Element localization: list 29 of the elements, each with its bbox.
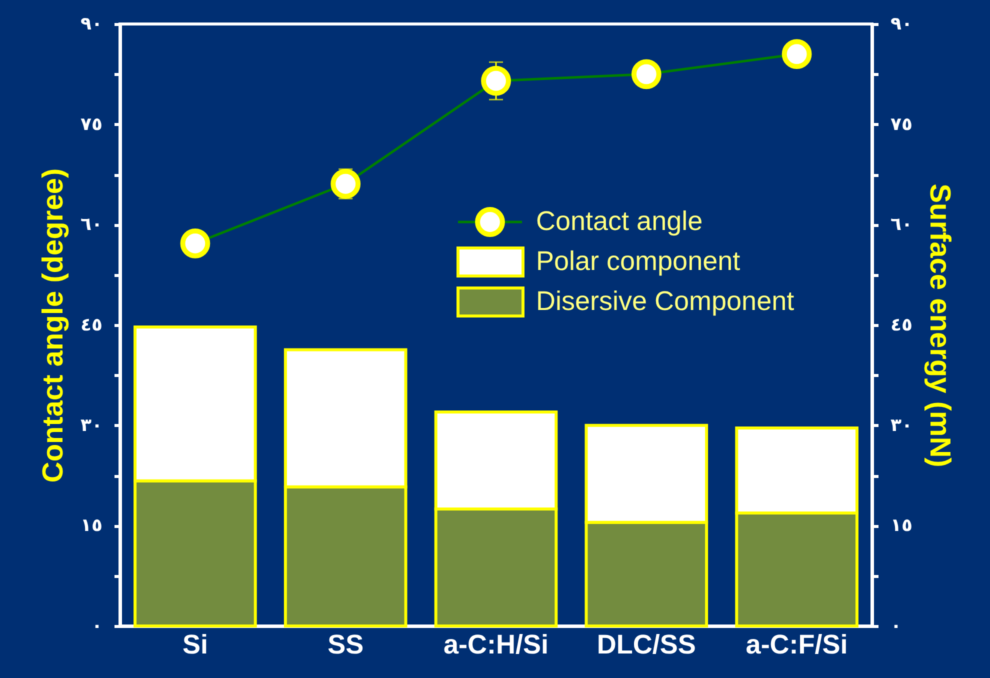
- y-tick-label: ٩٠: [80, 14, 102, 34]
- y2-tick-label: ٤٥: [890, 314, 912, 336]
- y2-axis-title: Surface energy (mN): [923, 184, 956, 468]
- y-tick-label: ٧٥: [80, 114, 102, 135]
- y-axis-title: Contact angle (degree): [38, 168, 70, 483]
- bar: [434, 410, 558, 510]
- x-tick-label: a-C:F/Si: [746, 630, 848, 660]
- legend-label: Disersive Component: [536, 286, 795, 316]
- y-tick-label: ١٥: [80, 515, 102, 536]
- y2-tick-label: ٣٠: [890, 414, 912, 436]
- y2-tick-label: ٠: [890, 616, 902, 636]
- x-tick-label: SS: [328, 630, 364, 660]
- legend-label: Contact angle: [536, 206, 703, 236]
- bar: [284, 348, 408, 488]
- y2-tick-label: ٧٥: [890, 114, 912, 135]
- bar: [584, 424, 708, 524]
- bar: [134, 326, 257, 482]
- bar: [735, 426, 858, 514]
- x-tick-label: a-C:H/Si: [443, 630, 549, 660]
- x-tick-label: DLC/SS: [596, 630, 696, 660]
- y2-tick-label: ٩٠: [890, 14, 912, 34]
- y-tick-label: ٦٠: [80, 214, 102, 236]
- y2-tick-label: ٦٠: [890, 214, 912, 236]
- y2-tick-label: ١٥: [890, 515, 912, 536]
- y-tick-label: ٠: [92, 616, 102, 636]
- legend-label: Polar component: [536, 246, 741, 276]
- y-tick-label: ٣٠: [80, 414, 102, 436]
- y-tick-label: ٤٥: [80, 314, 102, 336]
- x-tick-label: Si: [182, 630, 208, 660]
